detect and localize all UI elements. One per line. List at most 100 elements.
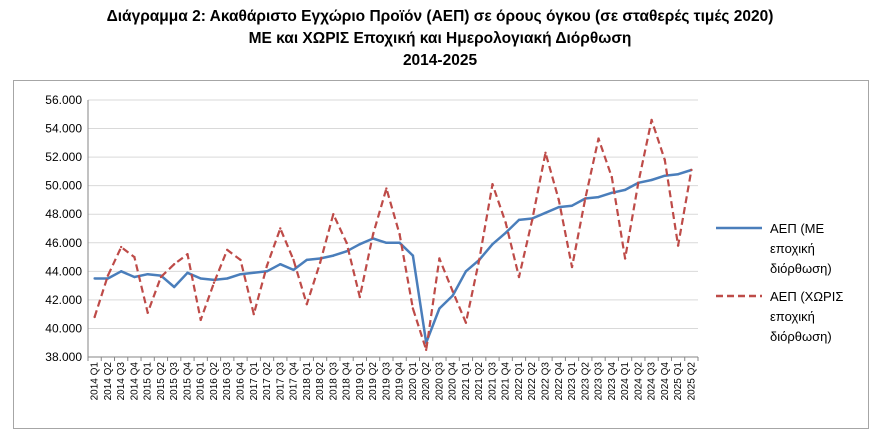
data-point-series-1: [663, 174, 667, 177]
data-point-series-2: [570, 265, 574, 269]
data-point-series-1: [438, 307, 441, 310]
series-line-2: [93, 118, 693, 351]
data-point-series-2: [172, 262, 176, 266]
legend-label-series-2: ΑΕΠ (ΧΩΡΙΣ: [770, 289, 843, 304]
data-point-series-2: [424, 348, 428, 352]
chart-title-line-3: 2014-2025: [402, 52, 478, 69]
data-point-series-1: [358, 243, 362, 246]
x-tick-label: 2021 Q4: [501, 362, 512, 401]
chart-title-line-2: ΜΕ και ΧΩΡΙΣ Εποχική και Ημερολογιακή Δι…: [248, 30, 632, 47]
data-point-series-2: [544, 151, 547, 155]
x-tick-label: 2025 Q2: [686, 362, 697, 401]
data-point-series-2: [398, 233, 401, 236]
data-point-series-2: [146, 311, 149, 314]
y-tick-label: 40.000: [45, 321, 82, 335]
data-point-series-2: [252, 312, 255, 316]
data-point-series-1: [385, 241, 388, 244]
legend-label-series-1: διόρθωση): [770, 261, 832, 276]
data-point-series-1: [345, 250, 348, 253]
y-tick-label: 38.000: [45, 350, 82, 364]
legend-label-series-1: εποχική: [770, 241, 815, 256]
data-point-series-2: [491, 183, 494, 186]
x-tick-label: 2018 Q2: [315, 362, 326, 401]
data-point-series-2: [212, 281, 216, 284]
data-point-series-1: [464, 270, 468, 273]
data-point-series-1: [226, 277, 229, 280]
data-point-series-1: [199, 277, 202, 280]
data-point-series-2: [477, 258, 481, 262]
data-point-series-2: [451, 290, 454, 293]
x-tick-label: 2018 Q1: [302, 362, 313, 401]
data-point-series-1: [610, 191, 614, 195]
data-point-series-2: [438, 257, 441, 260]
data-point-series-2: [199, 318, 202, 322]
x-tick-label: 2017 Q3: [275, 362, 286, 401]
x-tick-label: 2023 Q4: [607, 362, 618, 401]
data-point-series-2: [345, 241, 348, 244]
data-point-series-1: [451, 294, 454, 297]
x-tick-label: 2019 Q3: [381, 362, 392, 401]
x-tick-label: 2015 Q3: [169, 362, 180, 401]
x-tick-label: 2024 Q1: [620, 362, 631, 401]
chart-title: Διάγραμμα 2: Ακαθάριστο Εγχώριο Προϊόν (…: [0, 6, 880, 72]
x-tick-label: 2014 Q2: [103, 362, 114, 401]
x-tick-label: 2015 Q1: [143, 362, 154, 401]
data-point-series-2: [186, 253, 189, 256]
data-point-series-2: [531, 218, 534, 222]
x-tick-label: 2016 Q4: [236, 362, 247, 401]
data-point-series-1: [265, 270, 269, 273]
x-tick-label: 2016 Q3: [222, 362, 233, 401]
data-point-series-1: [133, 275, 136, 279]
data-point-series-1: [623, 188, 627, 192]
data-point-series-2: [637, 181, 640, 185]
x-tick-label: 2022 Q3: [541, 362, 552, 401]
data-point-series-1: [544, 211, 547, 214]
x-tick-label: 2020 Q1: [408, 362, 419, 401]
data-point-series-2: [133, 255, 136, 259]
data-point-series-2: [623, 257, 627, 260]
x-tick-label: 2025 Q1: [673, 362, 684, 401]
y-tick-label: 48.000: [45, 207, 82, 221]
data-point-series-2: [663, 158, 667, 162]
legend-label-series-1: ΑΕΠ (ΜΕ: [770, 221, 825, 236]
data-point-series-2: [226, 248, 229, 252]
x-tick-label: 2020 Q3: [434, 362, 445, 401]
x-tick-label: 2024 Q4: [660, 362, 671, 401]
x-tick-label: 2022 Q4: [554, 362, 565, 401]
data-point-series-2: [504, 221, 507, 224]
data-point-series-2: [93, 315, 96, 319]
data-point-series-1: [557, 205, 560, 209]
y-tick-label: 56.000: [45, 93, 82, 107]
x-tick-label: 2017 Q1: [249, 362, 260, 401]
x-tick-label: 2020 Q4: [448, 362, 459, 401]
data-point-series-1: [186, 271, 189, 274]
x-tick-label: 2019 Q1: [355, 362, 366, 401]
data-point-series-2: [411, 307, 415, 310]
data-point-series-2: [690, 168, 693, 172]
data-point-series-1: [305, 258, 309, 262]
data-point-series-2: [464, 321, 468, 324]
data-point-series-2: [557, 198, 560, 202]
data-point-series-2: [610, 175, 614, 179]
data-point-series-1: [93, 277, 96, 280]
y-tick-label: 54.000: [45, 122, 82, 136]
data-point-series-1: [676, 173, 680, 176]
data-point-series-1: [517, 218, 521, 222]
data-point-series-2: [292, 258, 295, 262]
data-point-series-2: [676, 244, 680, 247]
data-point-series-1: [239, 272, 242, 276]
x-tick-label: 2023 Q1: [567, 362, 578, 401]
data-point-series-2: [159, 275, 163, 279]
data-point-series-2: [371, 233, 375, 236]
y-tick-label: 42.000: [45, 293, 82, 307]
x-tick-label: 2016 Q1: [196, 362, 207, 401]
legend-label-series-2: διόρθωση): [770, 329, 832, 344]
y-tick-label: 52.000: [45, 150, 82, 164]
data-point-series-1: [146, 272, 149, 276]
x-tick-label: 2017 Q2: [262, 362, 273, 401]
x-tick-label: 2016 Q2: [209, 362, 220, 401]
data-point-series-2: [279, 227, 282, 230]
data-point-series-2: [517, 275, 521, 279]
x-tick-label: 2024 Q2: [633, 362, 644, 401]
